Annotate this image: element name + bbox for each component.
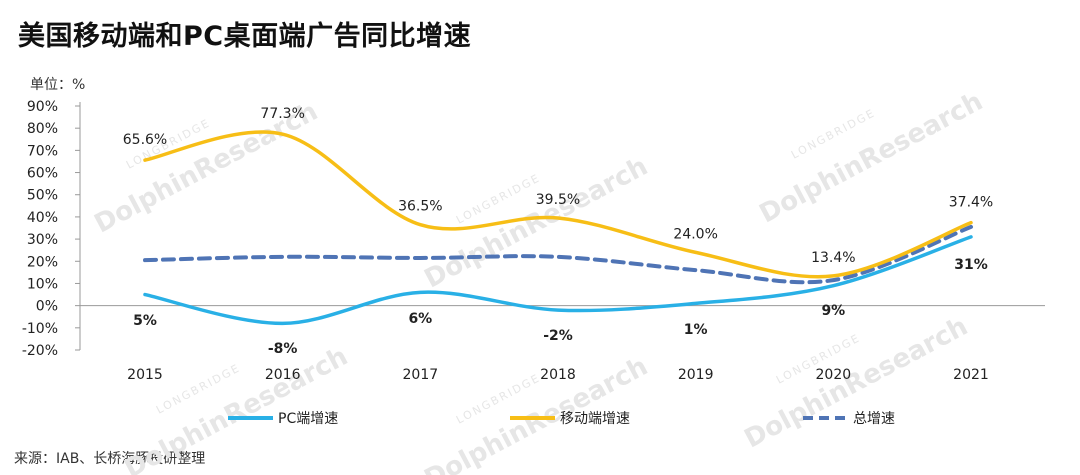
y-tick-label: 60%: [27, 166, 58, 182]
chart-title: 美国移动端和PC桌面端广告同比增速: [18, 21, 472, 52]
legend-label: PC端增速: [278, 411, 338, 427]
pc-data-label: 31%: [954, 257, 988, 273]
mobile-data-label: 65.6%: [123, 132, 167, 148]
y-tick-label: -10%: [22, 321, 58, 337]
y-tick-label: 80%: [27, 121, 58, 137]
mobile-data-label: 24.0%: [673, 226, 717, 242]
pc-data-label: -8%: [268, 341, 298, 357]
mobile-data-label: 13.4%: [811, 250, 855, 266]
series-line-0: [143, 235, 973, 326]
pc-data-label: -2%: [543, 328, 573, 344]
mobile-data-label: 39.5%: [536, 192, 580, 208]
pc-data-label: 5%: [133, 313, 157, 329]
legend-label: 移动端增速: [560, 411, 630, 427]
mobile-data-label: 77.3%: [260, 106, 304, 122]
x-tick-label: 2018: [540, 367, 576, 383]
source-note: 来源：IAB、长桥海豚投研整理: [14, 451, 206, 467]
legend-label: 总增速: [853, 411, 895, 427]
axes: -20% -10% 0% 10% 20% 30% 40% 50% 60% 70% 80% 90% 201…: [22, 99, 1045, 383]
y-tick-label: 20%: [27, 254, 58, 270]
series-line-2: [143, 224, 973, 285]
mobile-data-label: 36.5%: [398, 199, 442, 215]
y-tick-label: 40%: [27, 210, 58, 226]
y-tick-label: 50%: [27, 188, 58, 204]
y-tick-label: 30%: [27, 232, 58, 248]
x-tick-label: 2016: [265, 367, 301, 383]
x-tick-label: 2019: [678, 367, 714, 383]
series-lines: [143, 130, 973, 326]
unit-label: 单位：%: [30, 77, 86, 93]
x-tick-label: 2021: [953, 367, 989, 383]
x-tick-label: 2017: [403, 367, 439, 383]
mobile-data-label: 37.4%: [949, 195, 993, 211]
pc-data-label: 6%: [408, 311, 432, 327]
y-tick-label: -20%: [22, 343, 58, 359]
data-labels: 65.6% 77.3% 36.5% 39.5% 24.0% 13.4% 37.4% 5% -8%…: [123, 106, 993, 357]
y-tick-label: 0%: [36, 299, 58, 315]
x-tick-label: 2015: [127, 367, 163, 383]
y-tick-label: 70%: [27, 143, 58, 159]
y-tick-label: 10%: [27, 276, 58, 292]
legend: PC端增速 移动端增速 总增速: [228, 411, 895, 427]
pc-data-label: 9%: [821, 303, 845, 319]
pc-data-label: 1%: [684, 322, 708, 338]
x-tick-label: 2020: [816, 367, 852, 383]
series-line-1: [143, 130, 973, 279]
y-tick-label: 90%: [27, 99, 58, 115]
